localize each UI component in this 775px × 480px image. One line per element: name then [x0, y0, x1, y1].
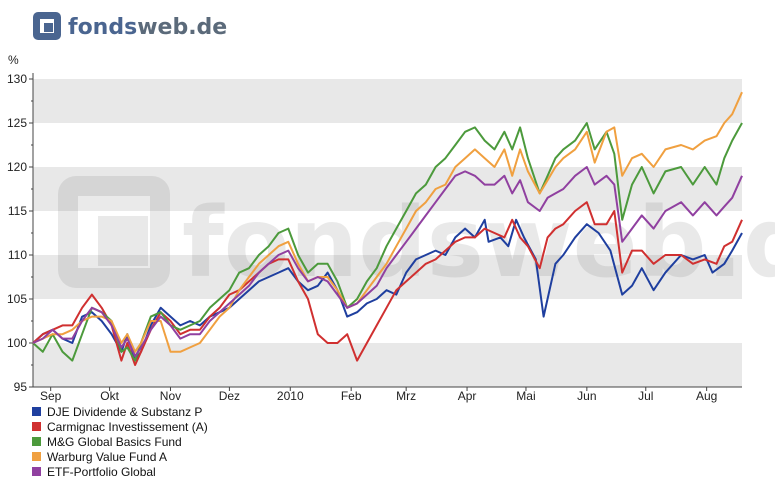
logo-suffix: web.de [137, 15, 227, 40]
series-group [32, 91, 743, 366]
y-tick-label: 105 [7, 292, 27, 306]
logo-text: fondsweb.de [68, 15, 227, 40]
x-tick-label: Dez [219, 389, 240, 403]
legend-item: Carmignac Investissement (A) [32, 419, 208, 434]
x-tick-label: Mrz [396, 389, 416, 403]
x-tick-label: Okt [100, 389, 119, 403]
watermark: fondsweb.de [58, 176, 775, 299]
legend-item: ETF-Portfolio Global [32, 464, 208, 479]
x-tick-label: Feb [341, 389, 362, 403]
legend-label: DJE Dividende & Substanz P [47, 404, 203, 419]
grid-band [33, 343, 742, 387]
series-line-5 [32, 166, 743, 358]
legend-label: Carmignac Investissement (A) [47, 419, 208, 434]
y-tick-label: 100 [7, 336, 27, 350]
y-tick-label: 130 [7, 72, 27, 86]
x-tick-label: Aug [696, 389, 717, 403]
logo-prefix: fonds [68, 15, 137, 40]
axes: 95 100 105 110 115 120 125 130 Sep Okt Nov Dez 2010 F… [7, 72, 742, 403]
legend-label: M&G Global Basics Fund [47, 434, 182, 449]
legend-swatch [32, 437, 41, 446]
fondsweb-logo: fondsweb.de [33, 12, 227, 40]
x-tick-label: Jun [577, 389, 596, 403]
series-line-2 [32, 201, 743, 366]
y-axis-unit: % [8, 53, 19, 67]
legend-item: M&G Global Basics Fund [32, 434, 208, 449]
x-tick-label: Jul [638, 389, 653, 403]
y-tick-label: 95 [14, 380, 28, 394]
legend-swatch [32, 467, 41, 476]
y-tick-label: 125 [7, 116, 27, 130]
legend-swatch [32, 407, 41, 416]
y-tick-label: 110 [8, 248, 27, 262]
grid-band [33, 79, 742, 123]
x-tick-label: Apr [458, 389, 477, 403]
legend-item: DJE Dividende & Substanz P [32, 404, 208, 419]
legend-swatch [32, 452, 41, 461]
y-tick-label: 115 [8, 204, 27, 218]
legend-label: Warburg Value Fund A [47, 449, 168, 464]
legend-item: Warburg Value Fund A [32, 449, 208, 464]
series-line-4 [32, 91, 743, 353]
x-tick-label: Sep [40, 389, 62, 403]
x-tick-label: Mai [516, 389, 535, 403]
legend-label: ETF-Portfolio Global [47, 464, 156, 479]
y-tick-label: 120 [7, 160, 27, 174]
x-tick-label: Nov [160, 389, 181, 403]
legend-swatch [32, 422, 41, 431]
x-tick-label: 2010 [277, 389, 304, 403]
legend: DJE Dividende & Substanz P Carmignac Inve… [32, 404, 208, 479]
